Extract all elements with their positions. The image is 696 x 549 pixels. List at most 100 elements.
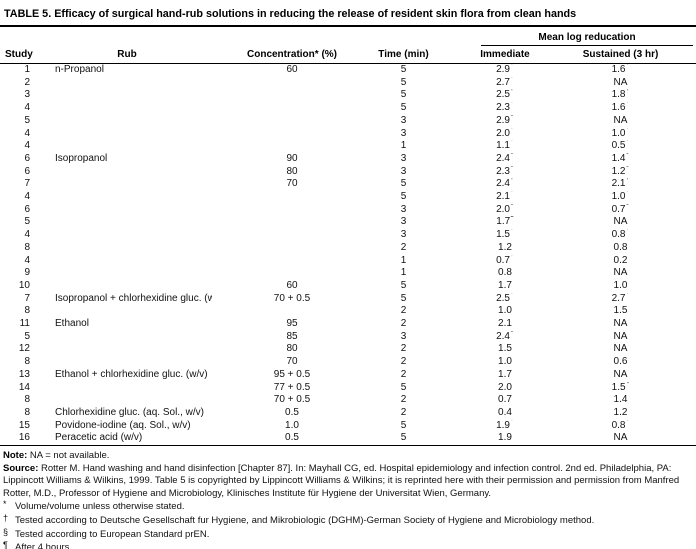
table-cell — [42, 356, 212, 369]
table-cell: 6 — [24, 152, 30, 164]
table-cell: 2.4† — [496, 178, 514, 190]
table-cell: 15 — [18, 419, 30, 431]
table-cell: Ethanol — [55, 318, 89, 330]
table-cell: Povidone-iodine (aq. Sol., w/v) — [55, 419, 191, 431]
table-cell: 1.7 — [498, 279, 512, 291]
table-cell: 8 — [24, 356, 30, 368]
table-cell: 60 — [286, 64, 298, 75]
table-cell: 0.5 — [285, 406, 299, 418]
table-cell — [42, 191, 212, 204]
table-row: 6 3 2.0§ 0.7§ — [0, 204, 696, 217]
table-row: 4 5 2.1† 1.0† — [0, 191, 696, 204]
table-cell — [42, 255, 212, 268]
table-cell: 1.4§ — [611, 152, 630, 164]
table-cell — [212, 267, 372, 280]
table-cell: 2.5† — [496, 292, 514, 304]
table-cell: 80 — [286, 165, 298, 177]
note-text: NA = not available. — [29, 450, 110, 462]
table-cell: 5 — [400, 102, 407, 114]
table-row: 6 Isopropanol 90 3 2.4§ 1.4§ — [0, 153, 696, 166]
table-cell: 70 + 0.5 — [273, 394, 311, 406]
table-cell: 70 — [286, 178, 298, 190]
footnote-line: ¶ After 4 hours. — [3, 540, 692, 549]
table-cell: 3 — [400, 114, 407, 126]
table-cell: 5 — [24, 114, 30, 126]
table-cell: 9 — [24, 267, 30, 279]
table-cell: 1.6† — [611, 102, 630, 114]
table-cell: NA — [613, 318, 628, 330]
table-cell: 1.2§ — [611, 165, 630, 177]
table-cell: 2 — [400, 406, 407, 418]
table-cell: Isopropanol + chlorhexidine gluc. (w/v) — [55, 292, 212, 304]
col-header-rub: Rub — [42, 46, 212, 64]
table-cell: 3 — [400, 216, 407, 228]
table-cell: 5 — [400, 419, 407, 431]
table-cell — [212, 242, 372, 255]
footnote-text: Tested according to Deutsche Gesellschaf… — [15, 515, 595, 527]
table-row: 4 3 1.5† 0.8† — [0, 229, 696, 242]
table-cell — [42, 166, 212, 179]
mean-log-reduction-spanner: Mean log reducation — [481, 32, 694, 46]
table-cell: 5 — [400, 432, 407, 444]
table-cell — [42, 394, 212, 407]
table-row: 15 Povidone-iodine (aq. Sol., w/v) 1.0 5 1.9… — [0, 420, 696, 433]
table-cell — [212, 216, 372, 229]
table-cell: 5 — [400, 292, 407, 304]
table-cell — [212, 128, 372, 141]
table-cell: 4 — [24, 140, 30, 152]
table-cell: 0.4 — [498, 406, 512, 418]
table-row: 10 60 5 1.7 1.0 — [0, 280, 696, 293]
table-cell — [42, 178, 212, 191]
footnote-marker: * — [3, 499, 7, 510]
table-cell — [212, 77, 372, 90]
table-cell: 5 — [400, 89, 407, 101]
table-cell: 70 + 0.5 — [273, 292, 311, 304]
table-cell: 3 — [400, 152, 407, 164]
table-cell: NA — [613, 267, 628, 279]
column-header-row: Study Rub Concentration* (%) Time (min) … — [0, 46, 696, 64]
table-cell — [42, 280, 212, 293]
col-header-study: Study — [0, 46, 42, 64]
table-row: 5 3 1.7c NA — [0, 216, 696, 229]
table-cell: NA — [613, 330, 628, 342]
table-cell — [42, 343, 212, 356]
table-row: 4 1 0.7† 0.2 — [0, 255, 696, 268]
table-cell: 1 — [24, 64, 30, 75]
table-cell: Chlorhexidine gluc. (aq. Sol., w/v) — [55, 406, 204, 418]
table-cell: 1.0† — [611, 127, 630, 139]
table-cell: 95 — [286, 318, 298, 330]
table-cell: 1.6† — [611, 64, 630, 76]
table-cell: 2.7† — [496, 76, 514, 88]
table-cell: NA — [613, 368, 628, 380]
table-row: 8 2 1.0 1.5 — [0, 305, 696, 318]
note-label: Note: — [3, 450, 28, 462]
table-cell: 5 — [24, 216, 30, 228]
table-cell: 5 — [400, 279, 407, 291]
table-cell: 3 — [400, 330, 407, 342]
table-cell: 14 — [18, 381, 30, 393]
table-cell: 2.4§ — [496, 152, 514, 164]
table-cell: 60 — [286, 279, 298, 291]
table-cell: 5 — [400, 64, 407, 75]
table-cell — [42, 331, 212, 344]
footnote-text: Tested according to European Standard pr… — [15, 528, 210, 540]
table-cell — [42, 128, 212, 141]
table-cell: 1.5 — [613, 305, 628, 317]
table-row: 5 85 3 2.4§ NA — [0, 331, 696, 344]
table-cell: 1.7 — [498, 368, 512, 380]
table-cell — [212, 89, 372, 102]
table-row: 11 Ethanol 95 2 2.1 NA — [0, 318, 696, 331]
footnote-line: * Volume/volume unless otherwise stated. — [3, 499, 692, 514]
table-row: 1 n-Propanol 60 5 2.9† 1.6† — [0, 64, 696, 77]
table-cell: 1.9 — [498, 432, 512, 444]
table-cell: 16 — [18, 432, 30, 444]
table-cell: n-Propanol — [55, 64, 104, 75]
table-cell: 8 — [24, 394, 30, 406]
table-row: 12 80 2 1.5 NA — [0, 343, 696, 356]
table-row: 8 70 + 0.5 2 0.7 1.4 — [0, 394, 696, 407]
table-cell: Peracetic acid (w/v) — [55, 432, 143, 444]
table-cell: 10 — [18, 279, 30, 291]
table-cell: NA — [613, 432, 628, 444]
table-cell: NA — [613, 343, 628, 355]
table-header: Mean log reducation Study Rub Concentrat… — [0, 26, 696, 64]
